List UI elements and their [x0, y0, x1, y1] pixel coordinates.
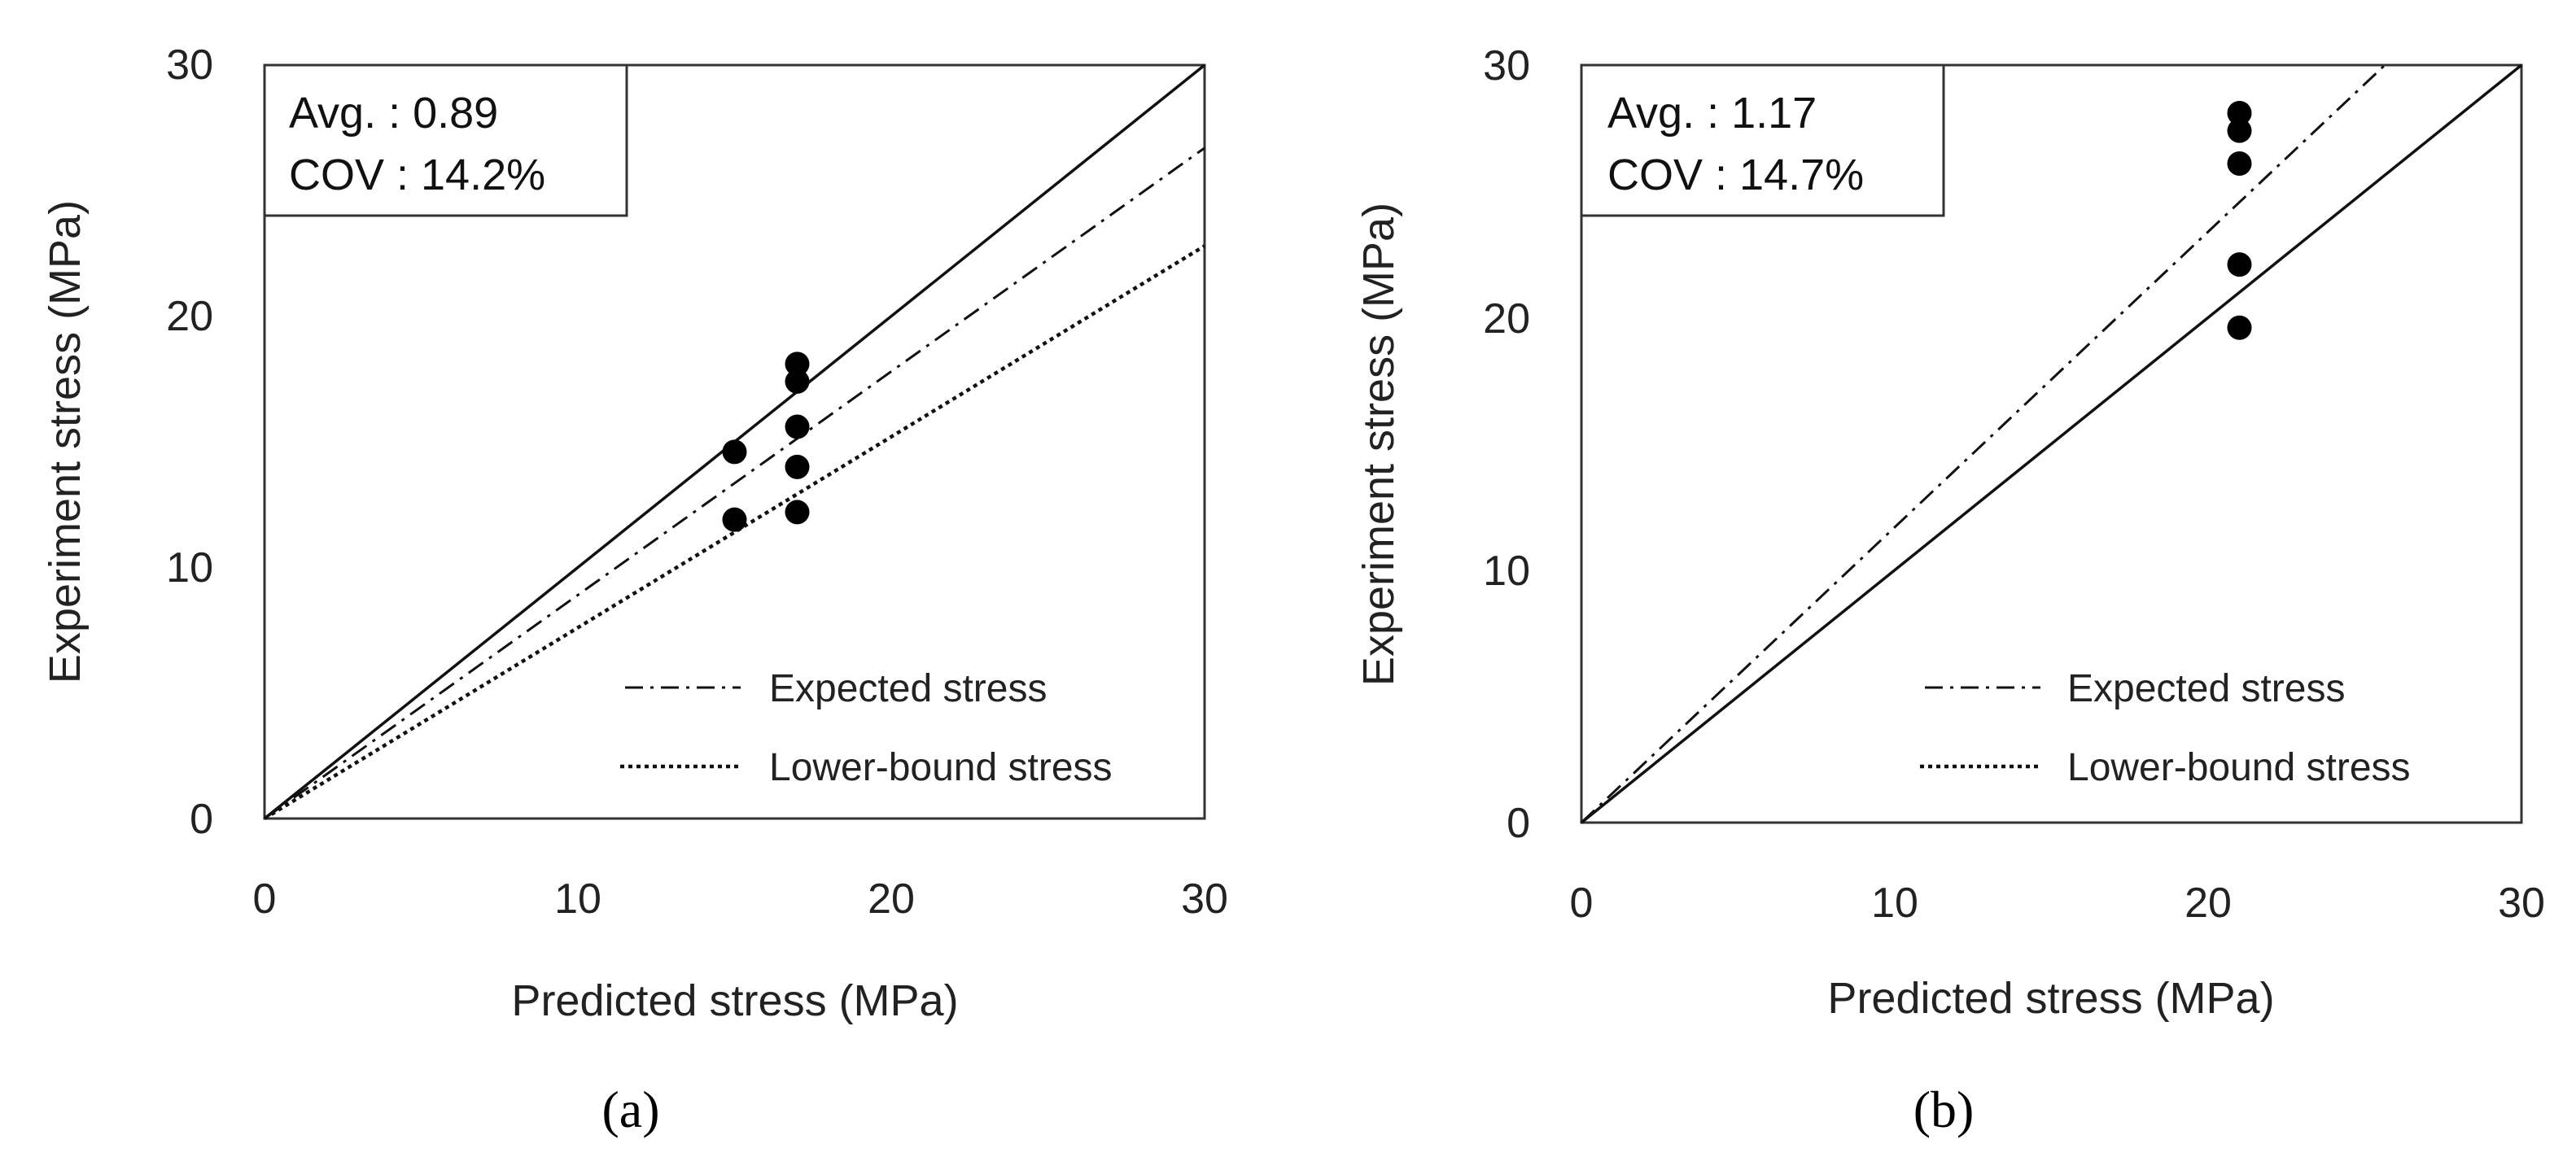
panel-caption: (b): [1913, 1081, 1975, 1138]
data-point: [2227, 315, 2252, 340]
data-points: [2227, 100, 2252, 340]
chart-panel-a: Avg. : 0.89 COV : 14.2% Expected stress …: [41, 41, 1228, 1138]
expected-stress-line: [264, 146, 1205, 820]
y-tick-label: 10: [1483, 548, 1530, 595]
legend-label-lower-bound: Lower-bound stress: [2067, 746, 2411, 789]
x-tick-label: 20: [868, 875, 915, 923]
y-tick-label: 20: [166, 293, 213, 340]
x-axis-label: Predicted stress (MPa): [1827, 974, 2274, 1023]
y-tick-label: 0: [1507, 800, 1530, 847]
data-point: [785, 500, 810, 525]
lower-bound-stress-line: [263, 244, 1206, 820]
legend-label-expected: Expected stress: [2067, 667, 2345, 710]
data-points: [722, 351, 810, 532]
x-tick-label: 20: [2185, 880, 2232, 927]
x-tick-label: 0: [253, 875, 277, 923]
data-point: [2227, 118, 2252, 143]
data-point: [785, 369, 810, 394]
x-tick-label: 10: [554, 875, 601, 923]
avg-label: Avg. : 0.89: [289, 89, 498, 138]
y-tick-label: 10: [166, 544, 213, 592]
cov-label: COV : 14.2%: [289, 151, 545, 199]
one-to-one-line: [1580, 63, 2523, 824]
x-tick-label: 30: [1181, 875, 1228, 923]
data-point: [722, 439, 747, 465]
data-point: [2227, 252, 2252, 277]
x-tick-label: 10: [1871, 880, 1918, 927]
stats-box: [263, 63, 628, 217]
y-tick-label: 30: [166, 41, 213, 89]
legend: Expected stress Lower-bound stress: [620, 667, 1113, 789]
y-tick-label: 30: [1483, 42, 1530, 90]
plot-frame: [1580, 63, 2523, 824]
x-axis-label: Predicted stress (MPa): [511, 976, 958, 1025]
y-tick-label: 20: [1483, 295, 1530, 343]
data-point: [2227, 100, 2252, 125]
panel-caption: (a): [601, 1081, 659, 1138]
chart-panel-b: Avg. : 1.17 COV : 14.7% Expected stress …: [1354, 42, 2545, 1138]
expected-stress-line: [1580, 63, 2386, 824]
stats-box: [1580, 63, 1945, 217]
avg-label: Avg. : 1.17: [1607, 89, 1817, 138]
plot-frame: [263, 63, 1206, 820]
legend: Expected stress Lower-bound stress: [1920, 667, 2411, 789]
legend-label-lower-bound: Lower-bound stress: [769, 746, 1113, 789]
y-axis-label: Experiment stress (MPa): [1354, 203, 1403, 686]
x-tick-label: 30: [2498, 880, 2545, 927]
y-axis-label: Experiment stress (MPa): [41, 200, 90, 683]
data-point: [785, 351, 810, 377]
data-point: [785, 454, 810, 479]
legend-label-expected: Expected stress: [769, 667, 1047, 710]
data-point: [722, 507, 747, 532]
data-point: [785, 414, 810, 439]
x-tick-label: 0: [1570, 880, 1594, 927]
data-point: [2227, 151, 2252, 177]
y-tick-label: 0: [190, 796, 213, 843]
cov-label: COV : 14.7%: [1607, 151, 1864, 199]
